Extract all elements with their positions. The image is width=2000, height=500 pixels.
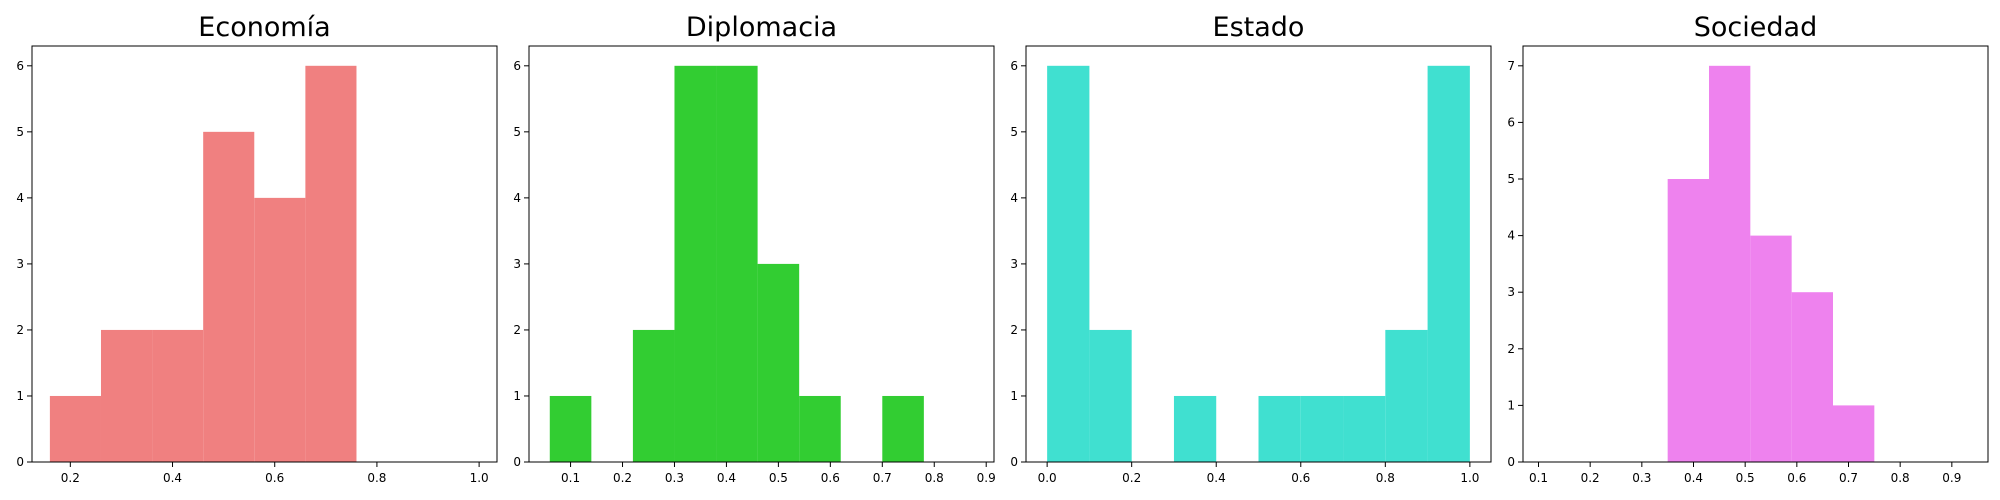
y-tick-label: 2: [1507, 342, 1515, 356]
x-tick-label: 0.8: [1891, 471, 1910, 485]
y-tick-label: 5: [513, 125, 521, 139]
y-tick-label: 4: [16, 191, 24, 205]
x-tick-label: 0.6: [1291, 471, 1310, 485]
x-tick-label: 0.4: [717, 471, 736, 485]
histogram-bar: [1089, 329, 1132, 462]
y-tick-label: 3: [1507, 285, 1515, 299]
histogram-bar: [49, 395, 101, 462]
x-tick-label: 0.3: [665, 471, 684, 485]
y-tick-label: 1: [1507, 398, 1515, 412]
chart-panel-3: 0.0 0.2 0.4 0.6 0.8 1.0 0 1 2 3 4 5 6 Estado: [1010, 12, 1492, 485]
histogram-bar: [1667, 179, 1709, 462]
x-tick-label: 0.6: [1787, 471, 1806, 485]
x-tick-label: 0.7: [873, 471, 892, 485]
x-tick-label: 0.0: [1038, 471, 1057, 485]
y-tick-label: 6: [1010, 59, 1018, 73]
y-tick-label: 6: [16, 59, 24, 73]
histogram-bar: [1709, 65, 1751, 463]
chart-title: Economía: [198, 12, 330, 43]
x-tick-label: 0.5: [1736, 471, 1755, 485]
histogram-bar: [674, 65, 717, 463]
y-tick-label: 0: [16, 455, 24, 469]
histogram-bar: [254, 197, 306, 462]
y-tick-label: 3: [1010, 257, 1018, 271]
chart-title: Sociedad: [1694, 12, 1817, 43]
y-tick-label: 4: [1010, 191, 1018, 205]
histogram-bar: [203, 131, 255, 463]
x-tick-label: 0.4: [163, 471, 182, 485]
x-tick-label: 0.2: [1581, 471, 1600, 485]
y-tick-label: 4: [1507, 229, 1515, 243]
histogram-bar: [632, 329, 675, 462]
y-tick-label: 2: [1010, 323, 1018, 337]
x-tick-label: 0.2: [1122, 471, 1141, 485]
histogram-bar: [549, 395, 592, 462]
y-tick-label: 6: [1507, 115, 1515, 129]
histogram-bar: [1047, 65, 1090, 463]
chart-panel-2: 0.1 0.2 0.3 0.4 0.5 0.6 0.7 0.8 0.9 0 1 2 3 4 5 6 Diplom…: [513, 12, 995, 485]
y-tick-label: 7: [1507, 59, 1515, 73]
axes-frame: [31, 45, 498, 463]
histogram-bar: [799, 395, 841, 462]
histogram-bar: [305, 65, 357, 463]
x-tick-label: 0.6: [265, 471, 284, 485]
y-tick-label: 0: [513, 455, 521, 469]
y-tick-label: 3: [513, 257, 521, 271]
histogram-bar: [1173, 395, 1217, 462]
chart-panel-1: 0.2 0.4 0.6 0.8 1.0 0 1 2 3 4 5 6 Economía: [16, 12, 498, 485]
x-tick-label: 0.2: [613, 471, 632, 485]
x-tick-label: 0.1: [561, 471, 580, 485]
y-tick-label: 2: [513, 323, 521, 337]
histogram-bar: [1300, 395, 1344, 462]
axes-frame: [1522, 45, 1989, 463]
x-tick-label: 0.4: [1207, 471, 1226, 485]
y-tick-label: 1: [1010, 389, 1018, 403]
x-tick-label: 0.7: [1839, 471, 1858, 485]
histogram-bar: [757, 263, 800, 462]
x-tick-label: 0.4: [1684, 471, 1703, 485]
histogram-bar: [1833, 405, 1875, 462]
histogram-bar: [1427, 65, 1470, 463]
histogram-bar: [100, 329, 153, 462]
y-tick-label: 6: [513, 59, 521, 73]
x-tick-label: 0.6: [821, 471, 840, 485]
x-tick-label: 0.8: [367, 471, 386, 485]
histogram-bar: [1258, 395, 1301, 462]
histogram-bar: [882, 395, 924, 462]
x-tick-label: 1.0: [470, 471, 489, 485]
y-tick-label: 0: [1010, 455, 1018, 469]
x-tick-label: 0.9: [1942, 471, 1961, 485]
chart-panel-4: 0.1 0.2 0.3 0.4 0.5 0.6 0.7 0.8 0.9 0 1 2 3 4 5 6 7 Socie…: [1507, 12, 1989, 485]
histogram-bar: [152, 329, 204, 462]
y-tick-label: 4: [513, 191, 521, 205]
axes-frame: [1025, 45, 1492, 463]
y-tick-label: 0: [1507, 455, 1515, 469]
chart-title: Diplomacia: [686, 12, 837, 43]
y-tick-label: 1: [16, 389, 24, 403]
y-tick-label: 3: [16, 257, 24, 271]
x-tick-label: 0.8: [925, 471, 944, 485]
axes-frame: [528, 45, 995, 463]
x-tick-label: 0.3: [1632, 471, 1651, 485]
histogram-bar: [1343, 395, 1386, 462]
y-tick-label: 2: [16, 323, 24, 337]
y-tick-label: 5: [16, 125, 24, 139]
x-tick-label: 0.8: [1376, 471, 1395, 485]
histogram-bar: [1385, 329, 1428, 462]
histogram-bar: [1791, 292, 1833, 462]
x-tick-label: 0.9: [977, 471, 996, 485]
x-tick-label: 0.5: [769, 471, 788, 485]
x-tick-label: 0.2: [61, 471, 80, 485]
y-tick-label: 1: [513, 389, 521, 403]
chart-title: Estado: [1213, 12, 1305, 43]
x-tick-label: 1.0: [1460, 471, 1479, 485]
histogram-bar: [716, 65, 758, 463]
x-tick-label: 0.1: [1529, 471, 1548, 485]
y-tick-label: 5: [1010, 125, 1018, 139]
y-tick-label: 5: [1507, 172, 1515, 186]
histogram-bar: [1750, 235, 1792, 462]
